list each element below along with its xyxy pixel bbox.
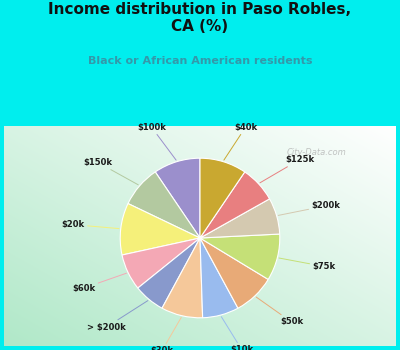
Wedge shape <box>122 238 200 288</box>
Text: $30k: $30k <box>150 317 181 350</box>
Text: $200k: $200k <box>278 201 340 215</box>
Text: $10k: $10k <box>221 317 254 350</box>
Wedge shape <box>162 238 203 318</box>
Text: $75k: $75k <box>279 258 336 271</box>
Text: City-Data.com: City-Data.com <box>286 148 346 157</box>
Text: Black or African American residents: Black or African American residents <box>88 56 312 66</box>
Text: $100k: $100k <box>137 123 176 160</box>
Text: $50k: $50k <box>256 297 303 327</box>
Wedge shape <box>200 238 268 308</box>
Text: Income distribution in Paso Robles,
CA (%): Income distribution in Paso Robles, CA (… <box>48 2 352 34</box>
Wedge shape <box>155 158 200 238</box>
Wedge shape <box>120 204 200 255</box>
Text: $60k: $60k <box>72 273 126 293</box>
Text: $125k: $125k <box>260 155 314 183</box>
Wedge shape <box>128 172 200 238</box>
Wedge shape <box>138 238 200 308</box>
Text: > $200k: > $200k <box>87 301 148 331</box>
Wedge shape <box>200 234 280 279</box>
Text: $20k: $20k <box>62 220 119 229</box>
Wedge shape <box>200 238 238 318</box>
Wedge shape <box>200 199 280 238</box>
Wedge shape <box>200 158 245 238</box>
Text: $150k: $150k <box>83 158 138 185</box>
Wedge shape <box>200 172 270 238</box>
Text: $40k: $40k <box>224 123 257 160</box>
